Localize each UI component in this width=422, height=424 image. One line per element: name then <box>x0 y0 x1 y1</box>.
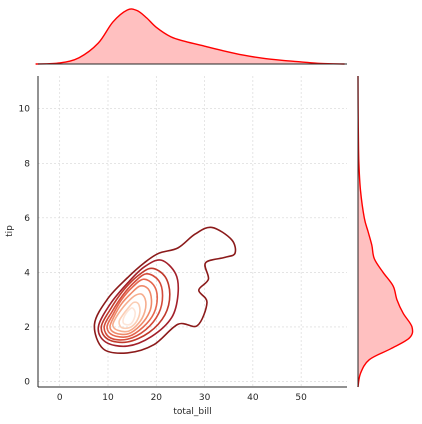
y-marginal-curve <box>357 75 414 388</box>
grid-lines <box>38 76 347 387</box>
kde-contour-level-4 <box>103 272 164 341</box>
y-tick-label: 8 <box>24 159 30 169</box>
x-tick-label: 0 <box>57 393 63 403</box>
x-tick-label: 30 <box>199 393 211 403</box>
y-tick-label: 2 <box>24 323 30 333</box>
kde-contour-level-1 <box>93 226 237 355</box>
x-marginal-curve <box>35 8 345 65</box>
x-tick-label: 50 <box>295 393 307 403</box>
kde-contour-level-6 <box>109 284 153 336</box>
bivariate-kde-plot: 0 10 20 30 40 50 0 2 4 6 8 10 total_bill tip <box>5 76 347 417</box>
kde-contour-level-9 <box>122 307 136 326</box>
y-marginal-fill <box>358 76 413 387</box>
y-tick-label: 0 <box>24 378 30 388</box>
y-tick-label: 4 <box>24 268 30 278</box>
kde-contour-level-3 <box>100 267 171 344</box>
y-tick-label: 10 <box>19 105 31 115</box>
kde-contour-level-5 <box>106 278 159 338</box>
main-axes <box>37 76 347 388</box>
x-marginal-density-plot <box>35 8 347 65</box>
kde-contours <box>93 226 237 355</box>
tick-labels: 0 10 20 30 40 50 0 2 4 6 8 10 <box>19 105 308 403</box>
y-tick-label: 6 <box>24 214 30 224</box>
y-marginal-density-plot <box>357 75 414 388</box>
x-axis-label: total_bill <box>173 407 211 417</box>
kde-contour-level-7 <box>111 293 147 333</box>
kde-contour-level-2 <box>97 259 180 348</box>
x-tick-label: 10 <box>102 393 114 403</box>
y-axis-label: tip <box>5 225 15 237</box>
kde-contour-level-8 <box>118 301 141 330</box>
x-tick-label: 40 <box>247 393 259 403</box>
x-tick-label: 20 <box>151 393 163 403</box>
